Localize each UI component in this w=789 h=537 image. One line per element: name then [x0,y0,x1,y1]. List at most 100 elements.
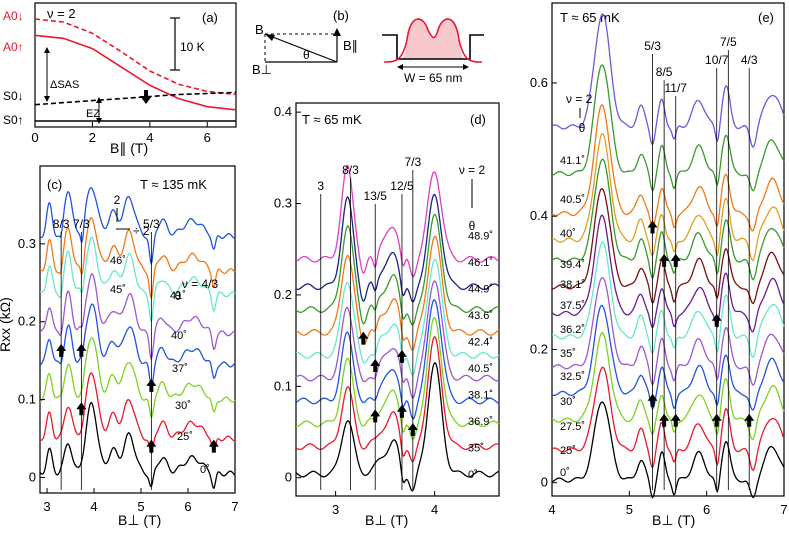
panel-e: (e) T ≈ 65 mK 0˚ 25˚ 27.5˚ 30˚ 32.5˚ 35˚ 36.2˚… [530,2,788,528]
angle-label: 36.9˚ [468,416,493,428]
panel-d-label: (d) [470,112,486,127]
well-width-label: W = 65 nm [404,71,462,85]
y-tick-label: 0 [541,475,548,490]
angle-label: 40.5˚ [468,363,493,375]
trace-42.4˚ [295,258,500,376]
minimum-arrow-icon [146,378,157,392]
trace-0˚ [295,361,500,492]
trace-36.9˚ [296,317,500,440]
angle-label: 25˚ [177,431,193,443]
fraction-label: 10/7 [705,53,729,67]
b-arrowhead-icon [265,34,275,41]
minimum-arrow-icon [370,409,381,423]
panel-a-x-tick-label: 0 [31,130,38,145]
panel-c-xlabel: B⊥ (T) [118,512,161,528]
delta-sas-label: ΔSAS [50,79,79,91]
b-par-arrowhead-icon [333,28,341,36]
panel-b: (b) B B∥ B⊥ θ W = 65 nm [252,8,484,85]
minimum-arrow-icon [670,253,681,267]
panel-a-title: ν = 2 [47,6,76,21]
trace-41.1˚ [551,13,785,149]
panel-e-annotations: 0˚ 25˚ 27.5˚ 30˚ 32.5˚ 35˚ 36.2˚ 37.5˚ 38.1˚ 39.4… [560,35,758,490]
trace-39.4˚ [551,132,785,262]
panel-c-traces [39,186,236,490]
level-label-s0-down: S0↓ [3,89,24,103]
trace-38.1˚ [551,158,785,281]
panel-a: (a) ν = 2 A0↓ A0↑ S0↓ S0↑ 10 K ΔSAS EZ 0… [3,2,237,156]
fraction-label-nu-2: ν = 2 [566,92,593,106]
panel-a-series-1 [34,18,237,96]
trace-40.5˚ [295,280,500,400]
x-tick-label: 7 [780,502,787,517]
level-label-s0-up: S0↑ [3,113,24,127]
panel-e-xlabel: B⊥ (T) [652,512,695,528]
minimum-arrow-icon [76,343,87,357]
trace-35˚ [551,241,785,359]
angle-label: 30˚ [560,396,576,408]
panel-b-label: (b) [333,8,349,23]
trace-37˚ [39,303,236,389]
crossing-arrow-icon [140,90,152,104]
panel-c-annotations: 0˚ 25˚ 30˚ 37˚ 40˚ 41˚ 45˚ 46˚ 8/3 7/3 5/3 2 ν = 4/3… [53,193,219,490]
scale-note: ÷ 2 [133,224,150,238]
trace-32.5˚ [551,276,785,387]
panel-d-xlabel: B⊥ (T) [365,512,408,528]
panel-a-x-tick-label: 4 [146,130,153,145]
panel-e-ticks: 4 5 6 7 0 0.2 0.4 0.6 [530,75,788,517]
minimum-arrow-icon [711,413,722,427]
fraction-label: 8/3 [53,217,70,231]
angle-label: 32.5˚ [560,371,585,383]
level-label-a0-down: A0↓ [3,9,24,23]
x-tick-label: 4 [90,499,97,514]
fraction-label: 8/3 [342,163,359,177]
trace-45˚ [39,216,236,301]
y-tick-label: 0 [285,470,292,485]
angle-label: 0˚ [560,467,570,479]
y-tick-label: 0.2 [18,314,36,329]
fraction-label: 13/5 [364,189,388,203]
angle-label: 46˚ [110,255,126,267]
trace-0˚ [39,401,236,490]
trace-44.9˚ [295,213,500,326]
trace-30˚ [39,337,236,419]
fraction-label: 5/3 [143,217,160,231]
b-perp-label: B⊥ [252,62,272,77]
panel-d: (d) T ≈ 65 mK 0˚ 35˚ 36.9˚ 38.1˚ 40.5˚ 42.4˚ 4… [274,102,500,528]
panel-a-series-2 [34,34,237,111]
minimum-arrow-icon [659,413,670,427]
panel-a-x-tick-label: 6 [204,130,211,145]
angle-label: 40.5˚ [560,194,585,206]
angle-label: 25˚ [560,445,576,457]
minimum-arrow-icon [744,413,755,427]
panel-a-curves [34,18,237,122]
angle-label: 0˚ [200,464,210,476]
fraction-label: 7/5 [720,35,737,49]
wavefunction [383,18,483,63]
panel-c-frame [39,165,236,494]
panel-a-series-3 [34,91,237,106]
fraction-label: 7/3 [73,217,90,231]
y-tick-label: 0.3 [274,196,292,211]
angle-label: 42.4˚ [468,337,493,349]
trace-38.1˚ [295,299,500,420]
angle-label: 36.2˚ [560,324,585,336]
panel-c: (c) T ≈ 135 mK 0˚ 25˚ 30˚ 37˚ 40˚ 41˚ 45˚ 46˚ 8/… [0,165,239,528]
fraction-label: 8/5 [656,65,673,79]
minimum-arrow-icon [370,359,381,373]
panel-d-annotations: 0˚ 35˚ 36.9˚ 38.1˚ 40.5˚ 42.4˚ 43.6˚ 44.9˚ 46.1˚… [317,155,493,490]
panel-d-temperature: T ≈ 65 mK [302,112,362,127]
angle-label: 38.1˚ [468,390,493,402]
angle-label: 0˚ [468,469,478,481]
x-tick-label: 3 [332,502,339,517]
minimum-arrow-icon [76,402,87,416]
panel-d-ticks: 3 4 0 0.1 0.2 0.3 0.4 [274,104,438,517]
angle-label: 30˚ [175,400,191,412]
angle-label: 39.4˚ [560,259,585,271]
panel-c-label: (c) [47,177,62,192]
panel-d-traces [295,164,500,492]
theta-header: θ [469,219,476,233]
x-tick-label: 7 [231,499,238,514]
y-tick-label: 0.4 [530,208,548,223]
fraction-label: 11/7 [664,81,687,95]
